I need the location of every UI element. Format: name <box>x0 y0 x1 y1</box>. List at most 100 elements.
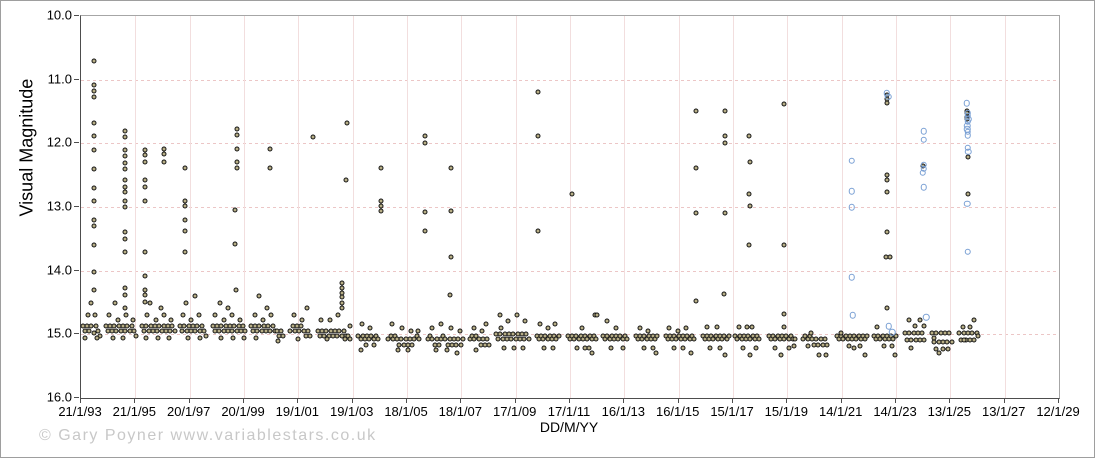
visual-observations-point <box>169 323 175 329</box>
visual-observations-point <box>240 323 246 329</box>
v-gridline <box>733 16 734 398</box>
visual-observations-point <box>823 352 829 358</box>
visual-observations-point <box>253 335 259 341</box>
visual-observations-point <box>448 165 454 171</box>
visual-observations-point <box>746 191 752 197</box>
visual-observations-point <box>479 328 485 334</box>
visual-observations-point <box>142 152 148 158</box>
visual-observations-point <box>158 305 164 311</box>
secondary-observations-point <box>884 93 892 101</box>
visual-observations-point <box>971 317 977 323</box>
visual-observations-point <box>142 287 148 293</box>
visual-observations-point <box>182 228 188 234</box>
v-gridline <box>298 16 300 398</box>
visual-observations-point <box>233 287 239 293</box>
visual-observations-point <box>887 254 893 260</box>
visual-observations-point <box>645 328 651 334</box>
visual-observations-point <box>339 305 345 311</box>
visual-observations-point <box>339 280 345 286</box>
visual-observations-point <box>805 343 811 349</box>
visual-observations-point <box>85 312 91 318</box>
visual-observations-point <box>358 347 364 353</box>
visual-observations-point <box>142 292 148 298</box>
visual-observations-point <box>256 293 262 299</box>
visual-observations-point <box>589 350 595 356</box>
visual-observations-point <box>110 335 116 341</box>
visual-observations-point <box>438 321 444 326</box>
x-axis-tick <box>406 398 407 403</box>
visual-observations-point <box>579 325 585 331</box>
x-tick-label: 19/1/01 <box>275 404 320 419</box>
visual-observations-point <box>399 325 405 331</box>
visual-observations-point <box>183 300 189 305</box>
secondary-observations-point <box>848 203 855 211</box>
secondary-observations-point <box>919 169 927 176</box>
visual-observations-point <box>120 335 126 341</box>
x-axis-title: DD/M/YY <box>539 419 599 435</box>
visual-observations-point <box>637 325 643 331</box>
visual-observations-point <box>307 333 313 339</box>
x-axis-tick <box>188 398 190 403</box>
visual-observations-point <box>335 312 341 318</box>
x-tick-label: 21/1/95 <box>112 404 157 419</box>
visual-observations-point <box>792 336 798 342</box>
visual-observations-point <box>375 336 381 342</box>
v-gridline <box>515 16 517 398</box>
x-axis-tick <box>677 398 679 403</box>
x-axis-tick <box>732 398 733 403</box>
visual-observations-point <box>267 165 273 171</box>
x-axis-tick <box>460 398 462 403</box>
visual-observations-point <box>514 312 520 318</box>
visual-observations-point <box>299 317 305 323</box>
visual-observations-point <box>91 287 97 293</box>
visual-observations-point <box>505 318 511 324</box>
visual-observations-point <box>155 335 161 341</box>
visual-observations-point <box>747 203 753 209</box>
x-axis-tick <box>351 398 353 403</box>
visual-observations-point <box>892 352 898 358</box>
visual-observations-point <box>746 242 752 248</box>
visual-observations-point <box>310 134 316 140</box>
visual-observations-point <box>704 324 710 330</box>
visual-observations-point <box>654 333 660 339</box>
visual-observations-point <box>471 325 477 331</box>
visual-observations-point <box>693 210 699 216</box>
x-tick-label: 12/1/29 <box>1036 404 1080 419</box>
visual-observations-point <box>458 342 464 348</box>
visual-observations-point <box>142 184 148 190</box>
visual-observations-point <box>161 146 167 152</box>
visual-observations-point <box>422 133 428 139</box>
visual-observations-point <box>115 317 121 323</box>
x-axis-tick <box>623 398 625 403</box>
visual-observations-point <box>405 347 411 353</box>
x-axis-tick <box>895 398 896 403</box>
visual-observations-point <box>961 337 967 343</box>
x-axis-tick <box>80 398 81 403</box>
visual-observations-point <box>721 291 727 297</box>
visual-observations-point <box>280 333 286 339</box>
visual-observations-point <box>884 305 890 311</box>
visual-observations-point <box>182 203 188 209</box>
visual-observations-point <box>448 208 454 214</box>
visual-observations-point <box>523 331 529 337</box>
visual-observations-point <box>182 198 188 204</box>
visual-observations-point <box>912 323 918 329</box>
visual-observations-point <box>675 328 681 334</box>
visual-observations-point <box>791 343 797 349</box>
visual-observations-point <box>864 333 870 339</box>
v-gridline <box>1004 16 1006 398</box>
visual-observations-point <box>199 323 205 329</box>
visual-observations-point <box>908 345 914 351</box>
visual-observations-point <box>541 345 547 351</box>
visual-observations-point <box>123 312 129 318</box>
visual-observations-point <box>722 108 728 114</box>
visual-observations-point <box>197 335 203 341</box>
visual-observations-point <box>142 147 148 153</box>
visual-observations-point <box>786 345 792 351</box>
visual-observations-point <box>122 153 128 159</box>
visual-observations-point <box>122 236 128 242</box>
visual-observations-point <box>722 133 728 139</box>
visual-observations-point <box>846 343 852 349</box>
visual-observations-point <box>142 273 148 279</box>
